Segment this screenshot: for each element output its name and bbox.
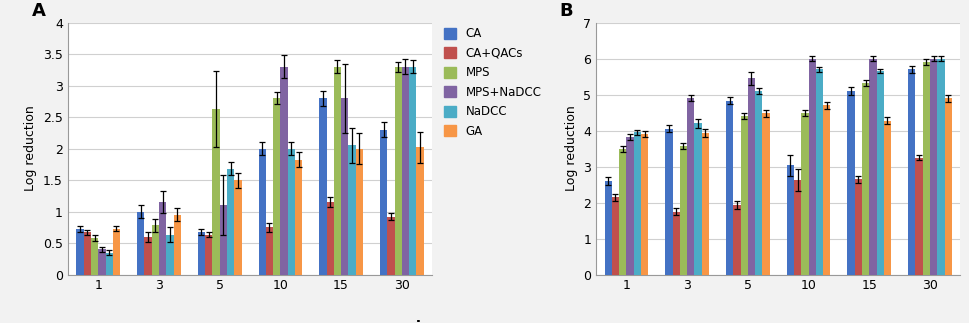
Bar bbox=[907, 69, 915, 275]
Bar bbox=[665, 129, 672, 275]
Bar bbox=[394, 67, 401, 275]
Bar bbox=[876, 71, 883, 275]
Bar bbox=[686, 98, 694, 275]
Bar bbox=[204, 235, 212, 275]
Bar bbox=[847, 91, 854, 275]
Bar bbox=[633, 132, 641, 275]
Bar bbox=[401, 67, 409, 275]
Bar bbox=[762, 113, 768, 275]
Bar bbox=[259, 149, 266, 275]
Bar bbox=[198, 232, 204, 275]
Legend: CA, CA+QACs, MPS, MPS+NaDCC, NaDCC, GA: CA, CA+QACs, MPS, MPS+NaDCC, NaDCC, GA bbox=[967, 23, 969, 142]
Y-axis label: Log reduction: Log reduction bbox=[24, 106, 38, 192]
Bar bbox=[672, 212, 679, 275]
Bar bbox=[137, 212, 144, 275]
Bar bbox=[626, 137, 633, 275]
Bar bbox=[341, 98, 348, 275]
Bar bbox=[387, 217, 394, 275]
Bar bbox=[227, 169, 234, 275]
Bar bbox=[815, 69, 823, 275]
Bar bbox=[166, 235, 173, 275]
Bar bbox=[701, 133, 708, 275]
Bar bbox=[604, 181, 611, 275]
Bar bbox=[694, 123, 701, 275]
Bar bbox=[747, 78, 754, 275]
Bar bbox=[273, 98, 280, 275]
Bar bbox=[159, 202, 166, 275]
Bar bbox=[739, 116, 747, 275]
Bar bbox=[83, 232, 91, 275]
Bar bbox=[288, 149, 295, 275]
Bar bbox=[725, 101, 733, 275]
Text: min: min bbox=[400, 320, 432, 323]
Bar bbox=[936, 58, 944, 275]
Bar bbox=[212, 109, 219, 275]
Bar bbox=[151, 225, 159, 275]
Bar bbox=[327, 202, 333, 275]
Bar bbox=[794, 180, 800, 275]
Bar bbox=[234, 180, 241, 275]
Y-axis label: Log reduction: Log reduction bbox=[564, 106, 578, 192]
Legend: CA, CA+QACs, MPS, MPS+NaDCC, NaDCC, GA: CA, CA+QACs, MPS, MPS+NaDCC, NaDCC, GA bbox=[439, 23, 546, 142]
Bar bbox=[98, 249, 106, 275]
Text: B: B bbox=[559, 3, 573, 20]
Bar bbox=[922, 62, 929, 275]
Bar bbox=[295, 160, 302, 275]
Bar bbox=[106, 253, 112, 275]
Bar bbox=[91, 238, 98, 275]
Bar bbox=[854, 179, 861, 275]
Bar bbox=[915, 158, 922, 275]
Bar bbox=[380, 130, 387, 275]
Bar bbox=[266, 227, 273, 275]
Bar bbox=[733, 205, 739, 275]
Bar bbox=[754, 91, 762, 275]
Bar bbox=[144, 237, 151, 275]
Bar bbox=[112, 229, 120, 275]
Bar bbox=[679, 146, 686, 275]
Bar bbox=[333, 67, 341, 275]
Bar bbox=[219, 205, 227, 275]
Text: A: A bbox=[31, 3, 46, 20]
Bar bbox=[641, 134, 647, 275]
Bar bbox=[944, 98, 951, 275]
Bar bbox=[800, 113, 808, 275]
Bar bbox=[356, 149, 362, 275]
Bar bbox=[77, 229, 83, 275]
Bar bbox=[929, 58, 936, 275]
Bar bbox=[823, 105, 829, 275]
Bar bbox=[868, 58, 876, 275]
Bar bbox=[319, 98, 327, 275]
Bar bbox=[786, 165, 794, 275]
Bar bbox=[409, 67, 416, 275]
Bar bbox=[348, 145, 356, 275]
Bar bbox=[618, 149, 626, 275]
Bar bbox=[280, 67, 288, 275]
Bar bbox=[173, 215, 180, 275]
Bar bbox=[883, 120, 891, 275]
Bar bbox=[861, 83, 868, 275]
Bar bbox=[611, 197, 618, 275]
Bar bbox=[416, 147, 423, 275]
Bar bbox=[808, 58, 815, 275]
